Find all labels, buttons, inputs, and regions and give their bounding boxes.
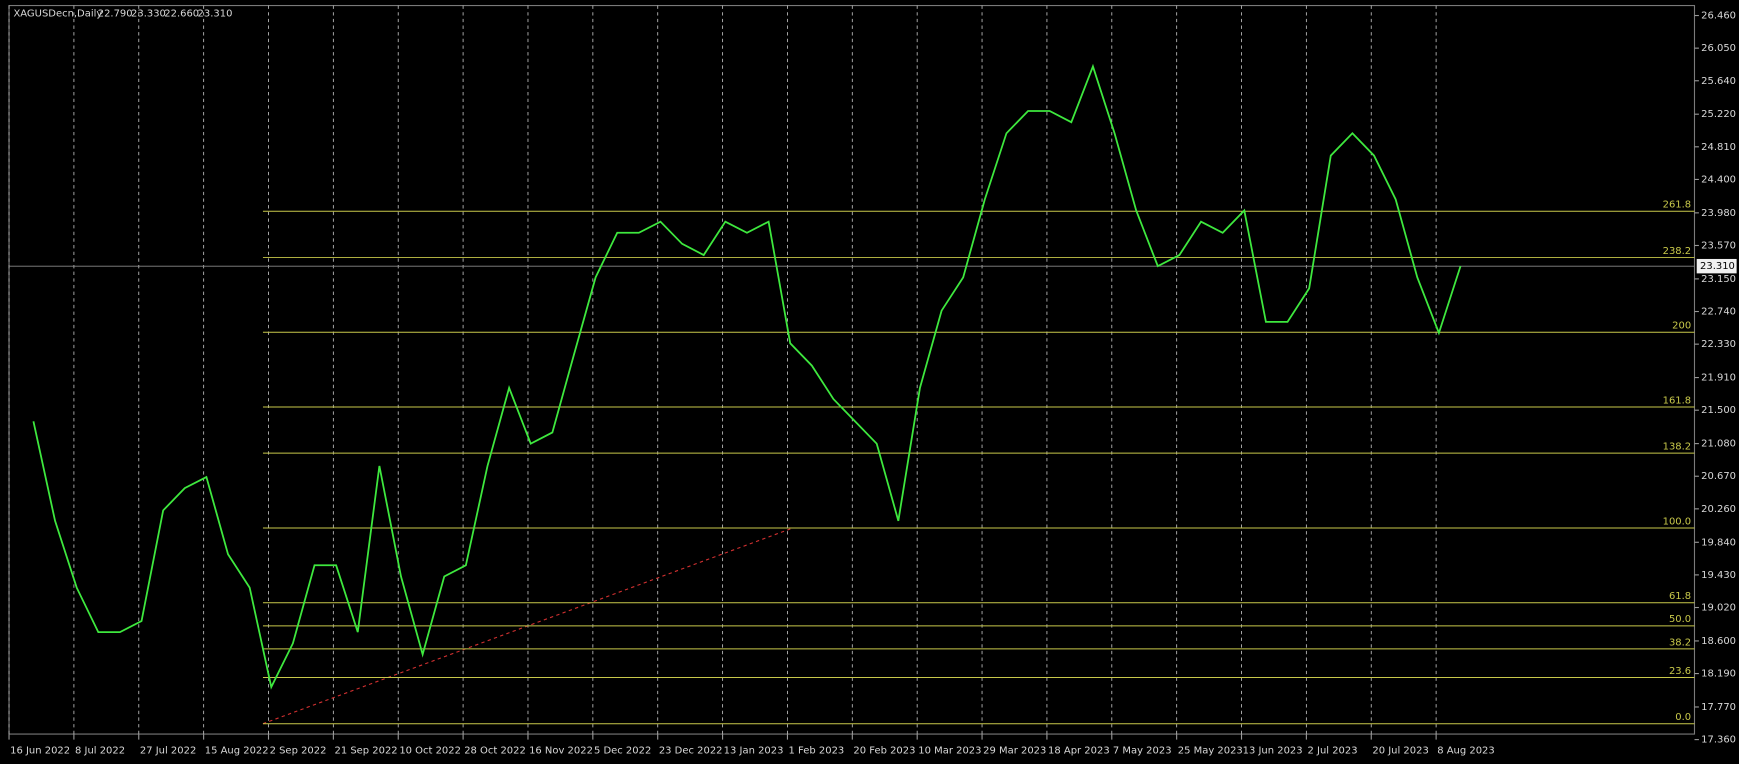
header-value: 22.660 bbox=[164, 8, 199, 19]
y-tick-label: 19.020 bbox=[1701, 603, 1736, 614]
header-value: 22.790 bbox=[98, 8, 133, 19]
x-tick-label: 29 Mar 2023 bbox=[983, 746, 1046, 757]
x-tick-label: 13 Jan 2023 bbox=[724, 746, 784, 757]
y-tick-label: 24.810 bbox=[1701, 142, 1736, 153]
x-tick-label: 13 Jun 2023 bbox=[1243, 746, 1303, 757]
fib-label: 100.0 bbox=[1663, 516, 1692, 527]
x-tick-label: 7 May 2023 bbox=[1113, 746, 1172, 757]
chart-title: XAGUSDecn,Daily bbox=[13, 8, 102, 19]
y-tick-label: 26.460 bbox=[1701, 11, 1736, 22]
y-tick-label: 25.640 bbox=[1701, 76, 1736, 87]
fib-label: 261.8 bbox=[1663, 200, 1692, 211]
y-tick-label: 25.220 bbox=[1701, 109, 1736, 120]
x-tick-label: 10 Mar 2023 bbox=[918, 746, 981, 757]
y-tick-label: 18.190 bbox=[1701, 669, 1736, 680]
x-tick-label: 1 Feb 2023 bbox=[789, 746, 845, 757]
fib-label: 238.2 bbox=[1663, 246, 1692, 257]
y-tick-label: 22.740 bbox=[1701, 307, 1736, 318]
x-tick-label: 25 May 2023 bbox=[1178, 746, 1243, 757]
x-tick-label: 18 Apr 2023 bbox=[1048, 746, 1110, 757]
y-tick-label: 22.330 bbox=[1701, 339, 1736, 350]
x-tick-label: 23 Dec 2022 bbox=[659, 746, 723, 757]
x-tick-label: 2 Jul 2023 bbox=[1307, 746, 1357, 757]
y-tick-label: 26.050 bbox=[1701, 43, 1736, 54]
fib-label: 161.8 bbox=[1663, 395, 1692, 406]
y-tick-label: 19.840 bbox=[1701, 537, 1736, 548]
x-tick-label: 20 Jul 2023 bbox=[1372, 746, 1428, 757]
header-value: 23.330 bbox=[131, 8, 166, 19]
y-tick-label: 21.080 bbox=[1701, 439, 1736, 450]
x-tick-label: 21 Sep 2022 bbox=[334, 746, 397, 757]
x-tick-label: 8 Aug 2023 bbox=[1437, 746, 1495, 757]
x-tick-label: 10 Oct 2022 bbox=[399, 746, 461, 757]
price-series bbox=[32, 63, 1462, 690]
y-tick-label: 17.360 bbox=[1701, 735, 1736, 746]
last-price-box bbox=[1696, 258, 1737, 274]
y-tick-label: 17.770 bbox=[1701, 702, 1736, 713]
y-tick-label: 23.980 bbox=[1701, 208, 1736, 219]
grid bbox=[8, 5, 1437, 735]
axes: 17.360 17.770 18.190 18.600 19.020 19.430 19.8… bbox=[8, 11, 1737, 757]
x-tick-label: 15 Aug 2022 bbox=[205, 746, 269, 757]
fib-label: 0.0 bbox=[1675, 712, 1691, 723]
y-tick-label: 18.600 bbox=[1701, 636, 1736, 647]
fib-label: 138.2 bbox=[1663, 442, 1692, 453]
x-tick-label: 2 Sep 2022 bbox=[270, 746, 327, 757]
fib-label: 61.8 bbox=[1669, 591, 1691, 602]
x-tick-label: 28 Oct 2022 bbox=[464, 746, 526, 757]
y-tick-label: 24.400 bbox=[1701, 174, 1736, 185]
x-tick-label: 8 Jul 2022 bbox=[75, 746, 125, 757]
x-tick-label: 16 Jun 2022 bbox=[10, 746, 70, 757]
y-tick-label: 21.910 bbox=[1701, 373, 1736, 384]
y-tick-label: 23.150 bbox=[1701, 274, 1736, 285]
header-value: 23.310 bbox=[198, 8, 233, 19]
y-tick-label: 23.570 bbox=[1701, 240, 1736, 251]
fib-label: 38.2 bbox=[1669, 637, 1691, 648]
fib-label: 23.6 bbox=[1669, 666, 1691, 677]
x-tick-label: 20 Feb 2023 bbox=[853, 746, 915, 757]
plot-frame bbox=[8, 4, 1696, 735]
x-tick-label: 5 Dec 2022 bbox=[594, 746, 651, 757]
y-tick-label: 21.500 bbox=[1701, 405, 1736, 416]
x-tick-label: 16 Nov 2022 bbox=[529, 746, 593, 757]
fibonacci: 0.0 23.6 38.2 50.0 61.8 100.0 138.2 161.8 200 238… bbox=[9, 200, 1695, 725]
y-tick-label: 19.430 bbox=[1701, 570, 1736, 581]
y-tick-label: 20.260 bbox=[1701, 504, 1736, 515]
last-price-label: 23.310 bbox=[1700, 261, 1735, 272]
price-line bbox=[32, 63, 1462, 690]
fib-label: 50.0 bbox=[1669, 614, 1691, 625]
fib-label: 200 bbox=[1672, 321, 1691, 332]
y-tick-label: 20.670 bbox=[1701, 471, 1736, 482]
x-tick-label: 27 Jul 2022 bbox=[140, 746, 196, 757]
